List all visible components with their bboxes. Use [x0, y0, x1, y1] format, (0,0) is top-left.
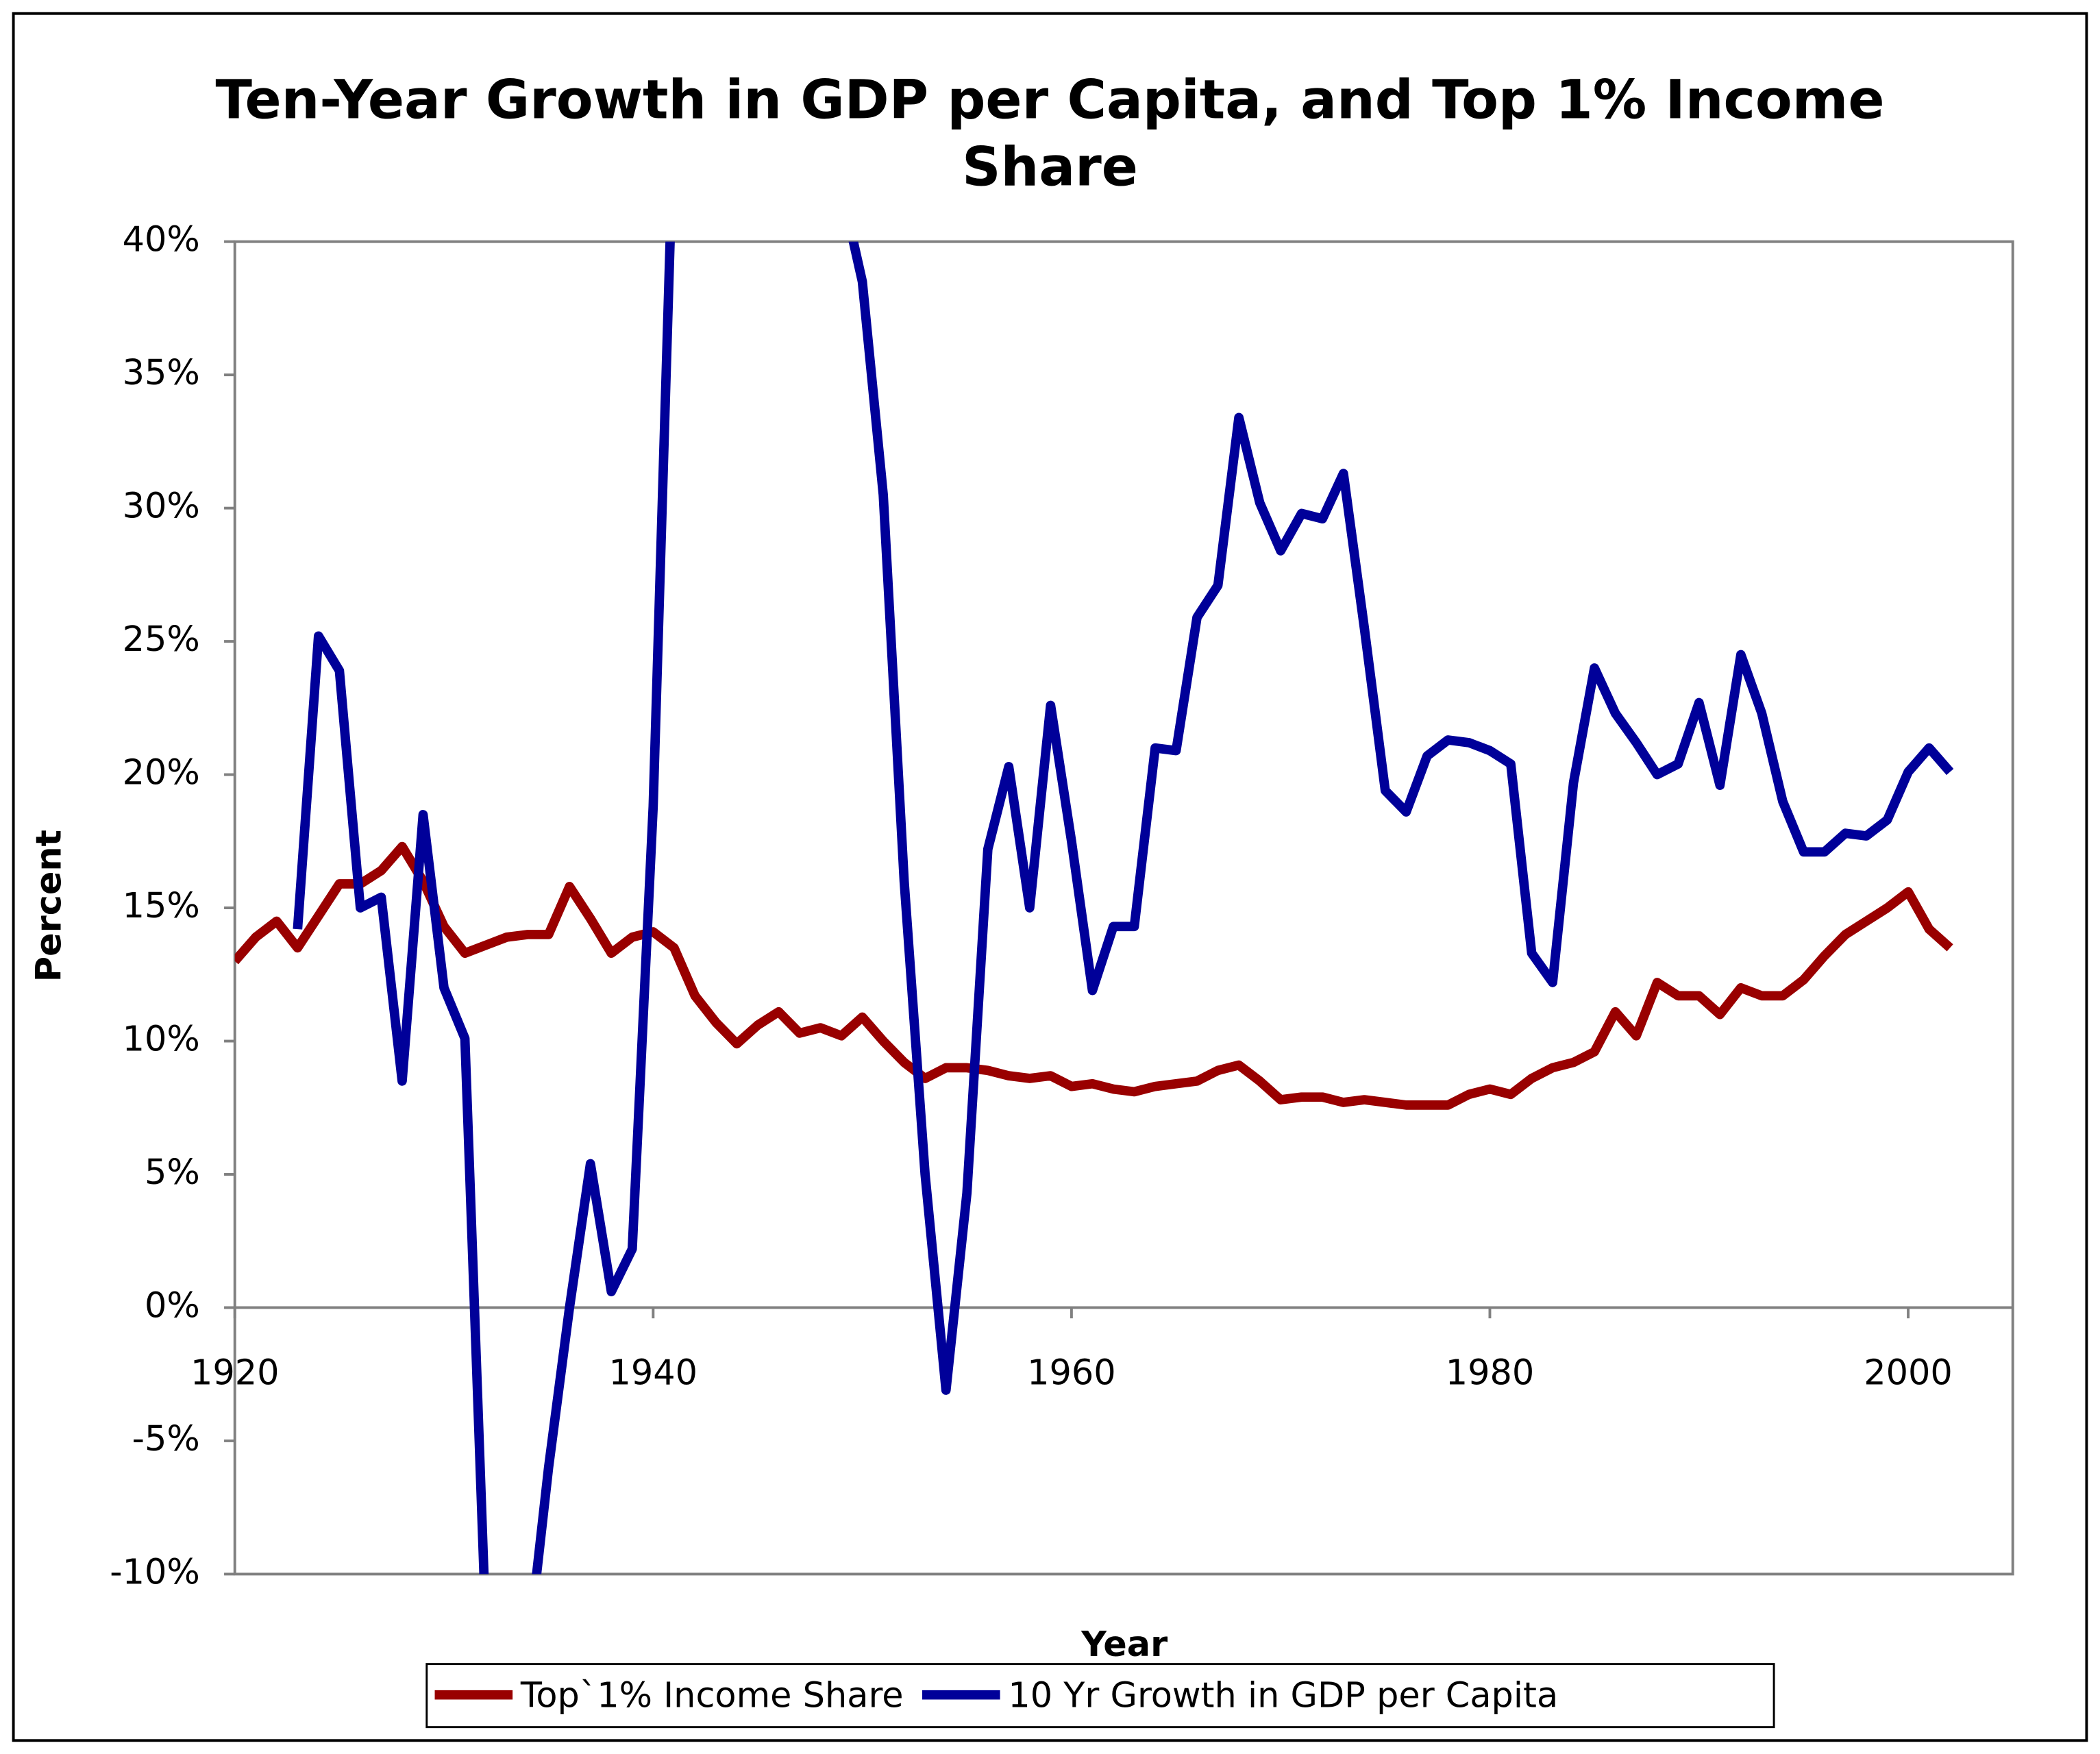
y-tick-label: 35% — [123, 353, 200, 393]
x-tick-label: 1980 — [1446, 1352, 1535, 1393]
y-tick-label: 15% — [123, 886, 200, 926]
y-tick-label: 10% — [123, 1020, 200, 1060]
x-axis-label: Year — [1080, 1625, 1168, 1665]
y-tick-label: 5% — [145, 1152, 200, 1193]
y-tick-label: -10% — [110, 1552, 200, 1592]
series-line — [234, 841, 1953, 1110]
chart-title: Ten-Year Growth in GDP per Capita, and T… — [215, 69, 1885, 199]
x-tick-label: 2000 — [1864, 1352, 1953, 1393]
y-tick-label: 30% — [123, 486, 200, 527]
plot-area — [233, 240, 2014, 1576]
x-tick-label: 1940 — [609, 1352, 698, 1393]
x-tick-label: 1960 — [1027, 1352, 1116, 1393]
legend — [425, 1663, 1775, 1729]
legend-label: Top`1% Income Share — [520, 1676, 904, 1716]
title-box: Ten-Year Growth in GDP per Capita, and T… — [215, 69, 1885, 199]
y-tick-label: 25% — [123, 619, 200, 660]
x-tick-label: 1920 — [190, 1352, 280, 1393]
y-tick-label: 0% — [145, 1285, 200, 1326]
y-tick-label: -5% — [132, 1419, 200, 1459]
legend-label: 10 Yr Growth in GDP per Capita — [1008, 1676, 1558, 1716]
layer: -10% -5% 0% 5% 10% 15% 20% 25% 30% 35% 40% 1920 1940… — [110, 220, 2013, 1716]
series-line — [293, 241, 1954, 1574]
y-tick-label: 20% — [123, 753, 200, 793]
y-axis-label: Percent — [29, 830, 69, 982]
y-tick-label: 40% — [123, 220, 200, 260]
